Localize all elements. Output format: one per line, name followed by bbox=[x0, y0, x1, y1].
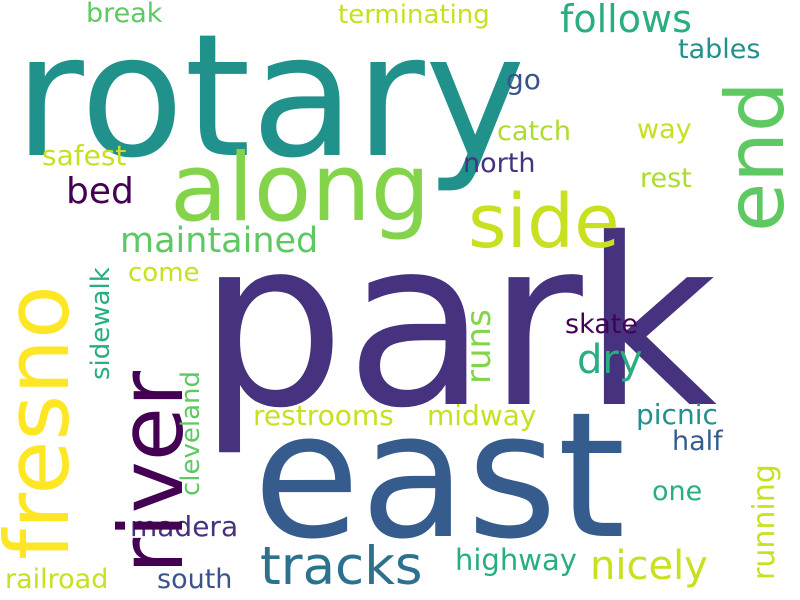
word-break: break bbox=[86, 0, 163, 29]
word-tracks: tracks bbox=[260, 536, 423, 597]
word-half: half bbox=[672, 426, 723, 457]
word-skate: skate bbox=[565, 309, 638, 340]
word-rotary: rotary bbox=[14, 0, 526, 196]
word-maintained: maintained bbox=[120, 221, 319, 261]
word-go: go bbox=[506, 63, 541, 96]
word-railroad: railroad bbox=[5, 564, 109, 595]
word-cleveland: cleveland bbox=[176, 370, 206, 496]
word-restrooms: restrooms bbox=[253, 399, 394, 432]
word-runs: runs bbox=[459, 309, 499, 384]
word-tables: tables bbox=[678, 34, 761, 65]
word-nicely: nicely bbox=[590, 543, 708, 589]
word-south: south bbox=[157, 564, 233, 595]
word-terminating: terminating bbox=[338, 0, 490, 30]
word-madera: madera bbox=[130, 510, 239, 543]
word-end: end bbox=[709, 81, 800, 232]
word-north: north bbox=[463, 148, 536, 179]
word-midway: midway bbox=[427, 399, 537, 432]
word-follows: follows bbox=[560, 0, 692, 41]
word-safest: safest bbox=[42, 139, 127, 172]
word-side: side bbox=[468, 179, 620, 265]
word-highway: highway bbox=[455, 543, 577, 577]
word-catch: catch bbox=[497, 116, 571, 147]
word-fresno: fresno bbox=[0, 285, 89, 560]
word-sidewalk: sidewalk bbox=[86, 267, 116, 380]
word-east: east bbox=[253, 375, 626, 578]
word-way: way bbox=[637, 114, 692, 145]
word-dry: dry bbox=[577, 337, 643, 383]
word-one: one bbox=[652, 476, 703, 507]
word-bed: bed bbox=[66, 171, 134, 212]
word-picnic: picnic bbox=[636, 398, 718, 431]
word-park: park bbox=[198, 189, 718, 459]
word-rest: rest bbox=[640, 163, 692, 194]
word-running: running bbox=[747, 464, 782, 580]
word-come: come bbox=[128, 258, 200, 288]
word-along: along bbox=[170, 134, 431, 243]
